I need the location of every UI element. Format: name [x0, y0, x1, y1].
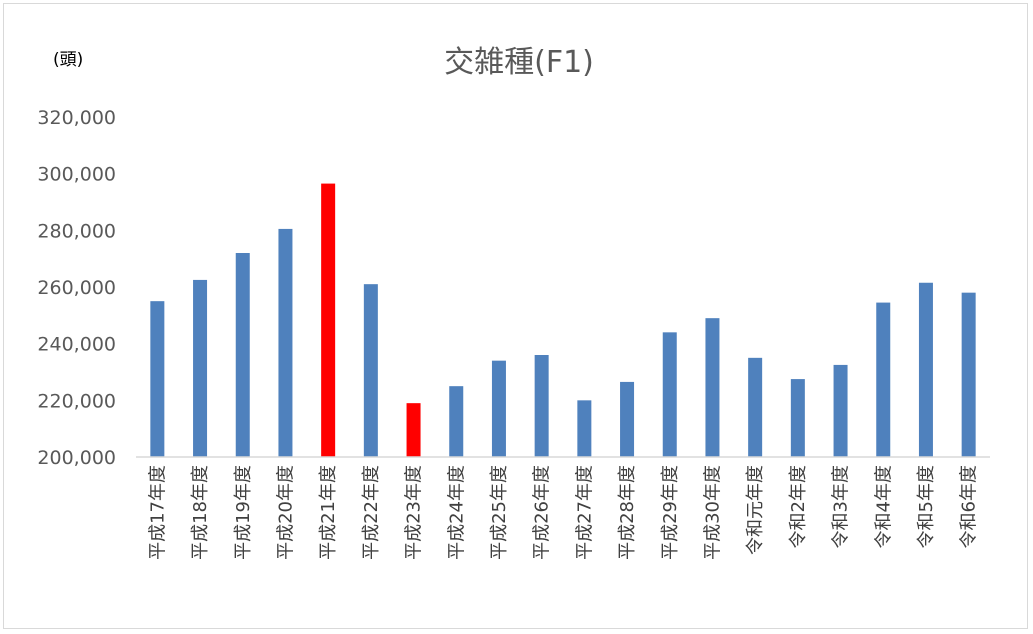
- bar: [577, 400, 592, 457]
- y-tick-label: 260,000: [37, 277, 116, 299]
- y-tick-label: 280,000: [37, 220, 116, 242]
- x-tick-label: 平成29年度: [660, 465, 681, 560]
- bar: [748, 357, 763, 457]
- bar: [534, 355, 549, 457]
- bar: [705, 318, 720, 457]
- x-tick-label: 平成21年度: [318, 465, 339, 560]
- bar: [363, 284, 378, 457]
- bar: [833, 364, 848, 457]
- bar: [961, 292, 976, 457]
- bar: [620, 381, 635, 457]
- x-tick-label: 平成30年度: [702, 465, 723, 560]
- y-axis-tick-labels: 200,000 220,000 240,000 260,000 280,000 300,0…: [37, 107, 116, 469]
- bar: [406, 403, 421, 457]
- x-tick-label: 平成25年度: [489, 465, 510, 560]
- x-tick-label: 平成27年度: [574, 465, 595, 560]
- x-tick-label: 令和6年度: [959, 465, 980, 548]
- chart-title: 交雑種(F1): [444, 45, 594, 80]
- x-tick-label: 平成26年度: [532, 465, 553, 560]
- bar: [662, 332, 677, 457]
- bars: [150, 183, 976, 458]
- x-tick-label: 平成20年度: [275, 465, 296, 560]
- y-tick-label: 300,000: [37, 164, 116, 186]
- bar: [278, 228, 293, 457]
- x-axis-tick-labels: 平成17年度 平成18年度 平成19年度 平成20年度 平成21年度 平成22年度 平成23…: [147, 465, 979, 560]
- bar: [321, 183, 336, 458]
- y-tick-label: 320,000: [37, 107, 116, 129]
- chart-frame: 交雑種(F1) (頭) 200,000 220,000 240,000 260,000…: [3, 3, 1028, 629]
- bar: [150, 301, 165, 457]
- x-tick-label: 平成22年度: [361, 465, 382, 560]
- x-tick-label: 平成28年度: [617, 465, 638, 560]
- x-tick-label: 平成18年度: [190, 465, 211, 560]
- x-tick-label: 令和2年度: [788, 465, 809, 548]
- bar-chart: 交雑種(F1) (頭) 200,000 220,000 240,000 260,000…: [37, 45, 990, 560]
- x-tick-label: 令和4年度: [873, 465, 894, 548]
- x-tick-label: 平成23年度: [404, 465, 425, 560]
- y-tick-label: 200,000: [37, 447, 116, 469]
- x-tick-label: 平成17年度: [147, 465, 168, 560]
- bar: [491, 360, 506, 457]
- bar: [790, 379, 805, 457]
- x-tick-label: 平成24年度: [446, 465, 467, 560]
- x-tick-label: 平成19年度: [233, 465, 254, 560]
- bar: [876, 302, 891, 457]
- x-tick-label: 令和3年度: [831, 465, 852, 548]
- x-tick-label: 令和元年度: [745, 465, 766, 555]
- bar: [449, 386, 464, 457]
- x-tick-label: 令和5年度: [916, 465, 937, 548]
- y-tick-label: 240,000: [37, 334, 116, 356]
- y-tick-label: 220,000: [37, 390, 116, 412]
- y-axis-unit-label: (頭): [53, 50, 83, 70]
- bar: [193, 279, 208, 457]
- bar: [918, 282, 933, 457]
- bar: [235, 253, 250, 457]
